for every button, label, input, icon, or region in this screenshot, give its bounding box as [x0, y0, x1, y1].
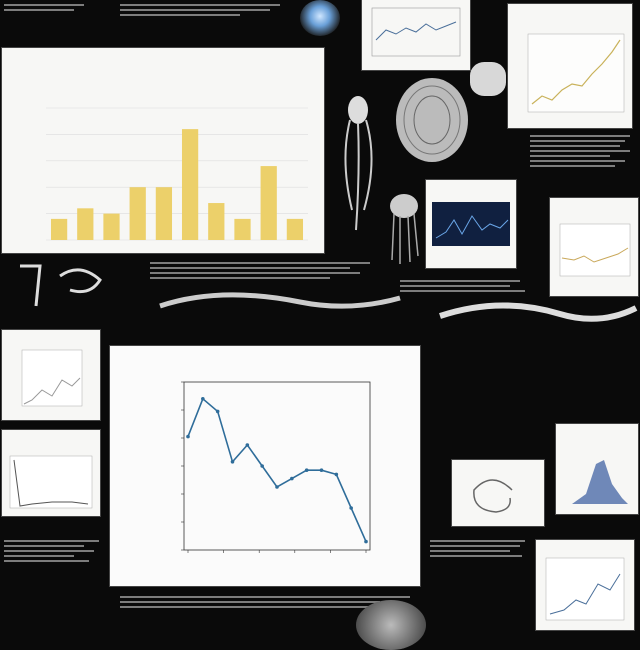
bar	[234, 218, 251, 240]
line-point	[364, 539, 368, 544]
shell-illustration	[396, 78, 468, 162]
line-point	[245, 443, 250, 447]
bar-chart-card	[2, 48, 324, 253]
bar	[155, 187, 173, 240]
line-point	[304, 468, 309, 472]
text-block-top-left	[4, 4, 94, 14]
thumbnail-left-1	[2, 330, 100, 420]
line-point	[260, 464, 264, 468]
rising-line-chart-card	[508, 4, 632, 128]
line-point	[290, 476, 294, 481]
line-chart-card	[110, 346, 420, 586]
line-point	[334, 472, 339, 477]
bar-chart	[46, 107, 308, 241]
squid-illustration	[344, 96, 373, 231]
thumbnail-line-top	[362, 0, 470, 70]
chart-card-right-lower	[556, 424, 638, 514]
text-block-bottom	[120, 596, 420, 611]
bar	[77, 208, 94, 240]
bar	[129, 187, 146, 240]
line-point	[319, 468, 324, 472]
line-point	[186, 434, 190, 439]
line-point	[349, 506, 353, 510]
line-chart	[181, 381, 371, 553]
spiral-thumbnail	[452, 460, 544, 526]
text-block-mid-left	[150, 262, 380, 282]
line-series	[187, 397, 367, 542]
shell-photo-bottom	[356, 600, 426, 650]
text-block-left-bottom	[4, 540, 104, 565]
line-point	[215, 409, 220, 414]
fish-strip	[20, 264, 638, 322]
thumbnail-left-2	[2, 430, 100, 516]
bar	[286, 218, 304, 240]
text-block-mid-right	[400, 280, 530, 295]
rising-line-chart	[527, 33, 625, 113]
lamp-photo	[300, 0, 340, 36]
bar	[260, 166, 277, 240]
line-point	[275, 485, 279, 489]
bar	[181, 129, 199, 240]
text-block-right-1	[530, 135, 635, 170]
thumbnail-right-bottom	[536, 540, 634, 630]
text-block-right-lower	[430, 540, 530, 560]
line-point	[201, 397, 205, 401]
bar	[103, 213, 120, 240]
thumbnail-line-top-plot	[371, 7, 461, 57]
blob-photo-right	[470, 62, 506, 96]
jellyfish-illustration	[390, 194, 419, 264]
bar	[208, 203, 225, 240]
line-point	[230, 460, 235, 464]
thumbnail-right-mid	[550, 198, 638, 296]
text-block-top-mid	[120, 4, 290, 19]
bar	[50, 218, 68, 240]
monitor-thumbnail	[426, 180, 516, 268]
